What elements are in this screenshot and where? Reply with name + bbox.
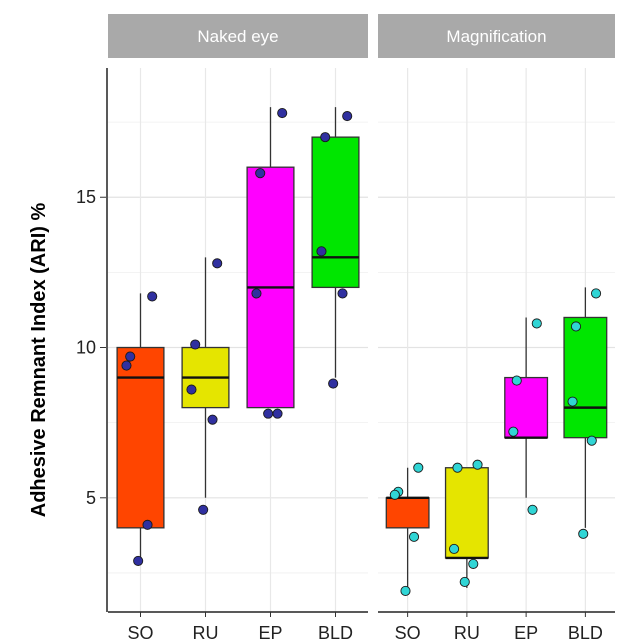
x-tick-label: SO [395,623,421,642]
data-point [508,426,519,437]
data-point [570,321,582,332]
data-point [472,459,483,470]
data-point [263,408,274,419]
y-axis-label: Adhesive Remnant Index (ARI) % [28,203,50,518]
data-point [459,576,470,587]
box-bld [563,316,608,439]
box-ru [444,467,489,559]
data-point [251,288,262,299]
panel-strip [378,14,615,58]
data-point [578,528,589,539]
data-point [408,531,420,542]
data-point [449,543,460,554]
x-tick-label: BLD [568,623,603,642]
x-tick-label: BLD [318,623,353,642]
data-point [207,414,218,425]
data-point [255,168,266,179]
data-point [328,378,339,389]
data-point [198,504,209,515]
box-so [116,346,165,529]
data-point [186,384,197,395]
data-point [190,339,201,350]
data-point [527,504,538,515]
data-point [342,111,353,122]
data-point [142,519,153,530]
data-point [511,375,522,386]
data-point [316,246,327,257]
data-point [413,462,424,473]
data-point [337,288,348,299]
data-point [590,288,602,299]
box-bld [311,136,360,289]
data-point [468,558,479,569]
data-point [586,435,597,446]
panel-title: Magnification [446,27,546,46]
x-tick-label: SO [127,623,153,642]
box-so [385,497,430,529]
data-point [121,360,132,371]
y-tick-label: 10 [76,338,96,358]
data-point [452,462,463,473]
data-point [147,291,158,302]
panel-title: Naked eye [197,27,278,46]
data-point [277,108,288,119]
data-point [272,408,283,419]
panel-strip [108,14,368,58]
data-point [125,351,136,362]
x-tick-label: EP [514,623,538,642]
data-point [567,396,578,407]
x-tick-label: EP [258,623,282,642]
x-tick-label: RU [454,623,480,642]
y-tick-label: 5 [86,488,96,508]
x-tick-label: RU [193,623,219,642]
data-point [531,318,542,329]
data-point [320,132,331,143]
data-point [133,555,144,566]
data-point [212,258,223,269]
y-tick-label: 15 [76,187,96,207]
data-point [400,585,411,597]
data-point [389,489,400,500]
